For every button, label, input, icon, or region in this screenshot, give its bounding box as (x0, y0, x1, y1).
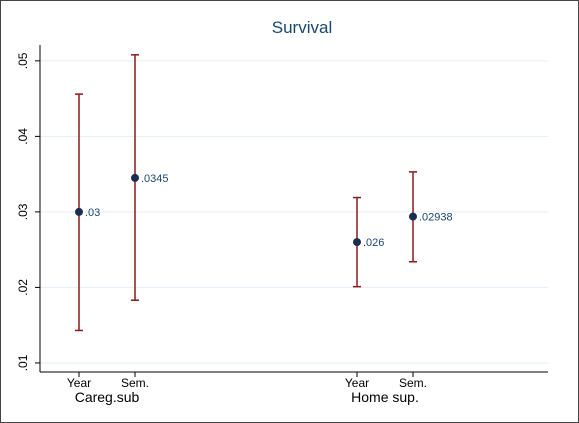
chart-title: Survival (272, 18, 332, 37)
y-tick-label: .05 (16, 52, 30, 69)
y-tick-label: .03 (16, 203, 30, 220)
point (409, 212, 417, 221)
x-tick-label: Sem. (121, 376, 149, 390)
value-label: .0345 (141, 173, 169, 185)
x-tick-label: Sem. (399, 376, 427, 390)
point (75, 207, 83, 216)
value-label: .026 (363, 237, 384, 249)
group-label: Home sup. (351, 389, 419, 405)
value-label: .03 (85, 207, 100, 219)
point (131, 173, 139, 182)
x-tick-label: Year (345, 376, 369, 390)
value-label: .02938 (419, 212, 453, 224)
x-tick-label: Year (67, 376, 91, 390)
point (353, 238, 361, 247)
y-tick-label: .04 (16, 128, 30, 145)
y-tick-label: .02 (16, 279, 30, 296)
y-tick-label: .01 (16, 354, 30, 371)
group-label: Careg.sub (75, 389, 140, 405)
